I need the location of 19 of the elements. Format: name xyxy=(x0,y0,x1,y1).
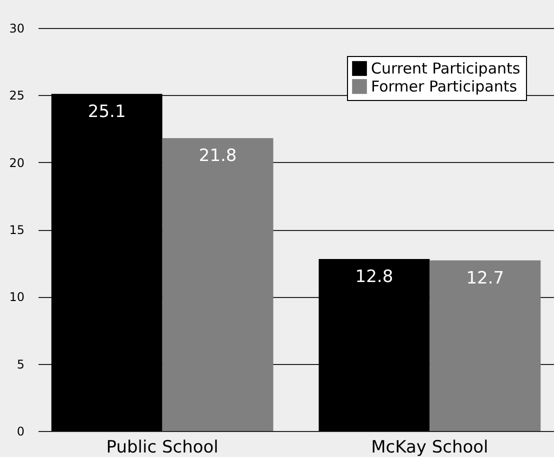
legend-label: Former Participants xyxy=(371,78,518,96)
y-tick-label: 25 xyxy=(9,88,24,103)
bar xyxy=(51,94,162,431)
y-tick-label: 0 xyxy=(16,424,24,438)
data-label: 25.1 xyxy=(88,102,126,122)
y-tick-label: 20 xyxy=(9,156,24,170)
x-tick-label: Public School xyxy=(106,438,218,457)
bar xyxy=(162,138,274,431)
y-tick-label: 5 xyxy=(16,357,24,372)
legend-label: Current Participants xyxy=(371,60,520,78)
data-label: 21.8 xyxy=(198,146,237,166)
y-tick-label: 30 xyxy=(9,22,24,36)
y-tick-label: 10 xyxy=(9,290,24,304)
bar xyxy=(430,260,541,431)
data-label: 12.8 xyxy=(355,267,394,288)
bar xyxy=(318,259,430,431)
y-tick-label: 15 xyxy=(9,223,24,237)
x-tick-label: McKay School xyxy=(371,438,488,457)
data-label: 12.7 xyxy=(466,268,504,288)
